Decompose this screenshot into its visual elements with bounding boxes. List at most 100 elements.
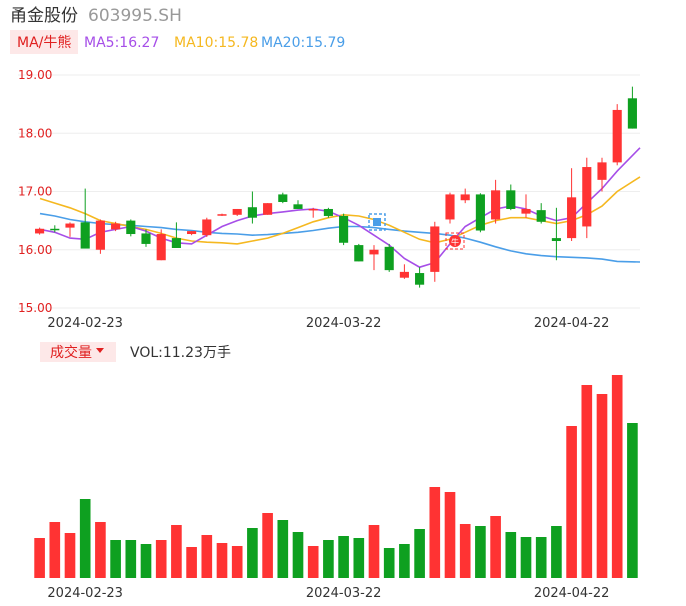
candle-body (627, 98, 637, 129)
volume-bar (611, 375, 623, 578)
candle-body (536, 210, 546, 222)
volume-bar (155, 540, 167, 578)
volume-bar (627, 423, 638, 578)
volume-bar (414, 529, 425, 578)
price-y-axis: 19.00 18.00 17.00 16.00 15.00 (18, 68, 52, 315)
volume-bar (110, 540, 121, 578)
ma5-legend: MA5:16.27 (84, 35, 159, 51)
candle-body (263, 203, 273, 215)
volume-bar (323, 540, 334, 578)
candle-body (521, 208, 531, 214)
volume-bar (444, 492, 456, 578)
volume-bar (490, 516, 501, 578)
volume-bar (186, 547, 197, 578)
candle-body (323, 208, 333, 216)
candle-body (430, 226, 440, 272)
candle-body (308, 208, 318, 211)
candle-body (202, 219, 212, 236)
volume-bar (171, 525, 182, 578)
candle-body (217, 214, 227, 216)
volume-bar (566, 426, 577, 578)
stock-code: 603995.SH (88, 6, 182, 26)
volume-bar (64, 533, 76, 578)
candle-body (597, 162, 607, 180)
volume-bar (125, 540, 137, 578)
candle-body (475, 194, 485, 231)
volume-bar (277, 520, 289, 578)
volume-bar (79, 499, 91, 578)
y-tick-label: 18.00 (18, 126, 52, 140)
ma10-line (39, 176, 641, 245)
candle-body (111, 223, 121, 230)
stock-name: 甬金股份 (10, 6, 78, 26)
volume-bar (34, 538, 45, 578)
candle-body (460, 194, 470, 201)
y-tick-label: 17.00 (18, 185, 52, 199)
x-tick-label: 2024-03-22 (306, 586, 382, 601)
candle-body (247, 207, 257, 218)
ma-bull-bear-button-bg[interactable] (10, 30, 78, 54)
volume-bar (399, 544, 410, 578)
candle-body (612, 109, 622, 163)
event-marker-blue[interactable] (368, 213, 386, 231)
volume-button[interactable]: 成交量 (50, 344, 92, 361)
candle-body (171, 238, 181, 249)
volume-bar (551, 526, 562, 578)
candle-body (187, 231, 197, 235)
bull-marker-icon[interactable]: 牛 (445, 232, 465, 250)
candlesticks (35, 86, 637, 288)
volume-bar (596, 394, 608, 578)
x-tick-label: 2024-02-23 (47, 316, 123, 331)
volume-bar (353, 538, 365, 578)
volume-bars (34, 375, 638, 578)
volume-bar (383, 548, 395, 578)
volume-bar (307, 546, 319, 578)
candle-body (354, 245, 364, 262)
candle-body (506, 190, 516, 209)
chevron-down-icon[interactable] (96, 348, 104, 353)
volume-bar (429, 487, 441, 578)
candle-body (141, 233, 151, 244)
volume-value: VOL:11.23万手 (130, 345, 231, 361)
volume-date-axis: 2024-02-23 2024-03-22 2024-04-22 (47, 586, 609, 601)
volume-bar (338, 536, 349, 578)
volume-bar (459, 524, 471, 578)
volume-bar (262, 513, 273, 578)
candle-body (567, 197, 577, 239)
volume-bar (535, 537, 547, 578)
ma10-legend: MA10:15.78 (174, 35, 258, 51)
candle-body (278, 194, 288, 202)
candle-body (65, 223, 75, 228)
price-date-axis: 2024-02-23 2024-03-22 2024-04-22 (47, 316, 609, 331)
volume-bar (201, 535, 213, 578)
candle-body (399, 271, 409, 278)
price-grid (18, 74, 640, 309)
candle-body (491, 190, 501, 220)
candle-body (156, 234, 166, 261)
moving-average-lines (39, 147, 641, 269)
x-tick-label: 2024-04-22 (534, 316, 610, 331)
volume-bar (475, 526, 486, 578)
volume-bar (292, 532, 304, 578)
candle-body (445, 194, 455, 220)
volume-bar (368, 525, 380, 578)
volume-bar (140, 544, 152, 578)
volume-button-bg[interactable] (40, 342, 116, 362)
ma-bull-bear-button[interactable]: MA/牛熊 (17, 35, 71, 51)
x-tick-label: 2024-04-22 (534, 586, 610, 601)
volume-bar (581, 385, 593, 578)
volume-bar (247, 528, 258, 578)
y-tick-label: 15.00 (18, 301, 52, 315)
volume-bar (231, 546, 243, 578)
x-tick-label: 2024-02-23 (47, 586, 123, 601)
ma20-legend: MA20:15.79 (261, 35, 345, 51)
x-tick-label: 2024-03-22 (306, 316, 382, 331)
svg-text:牛: 牛 (451, 237, 459, 247)
y-tick-label: 19.00 (18, 68, 52, 82)
candle-body (293, 204, 303, 209)
y-tick-label: 16.00 (18, 243, 52, 257)
candle-body (384, 246, 394, 271)
candle-body (551, 238, 561, 242)
candle-body (35, 228, 45, 234)
